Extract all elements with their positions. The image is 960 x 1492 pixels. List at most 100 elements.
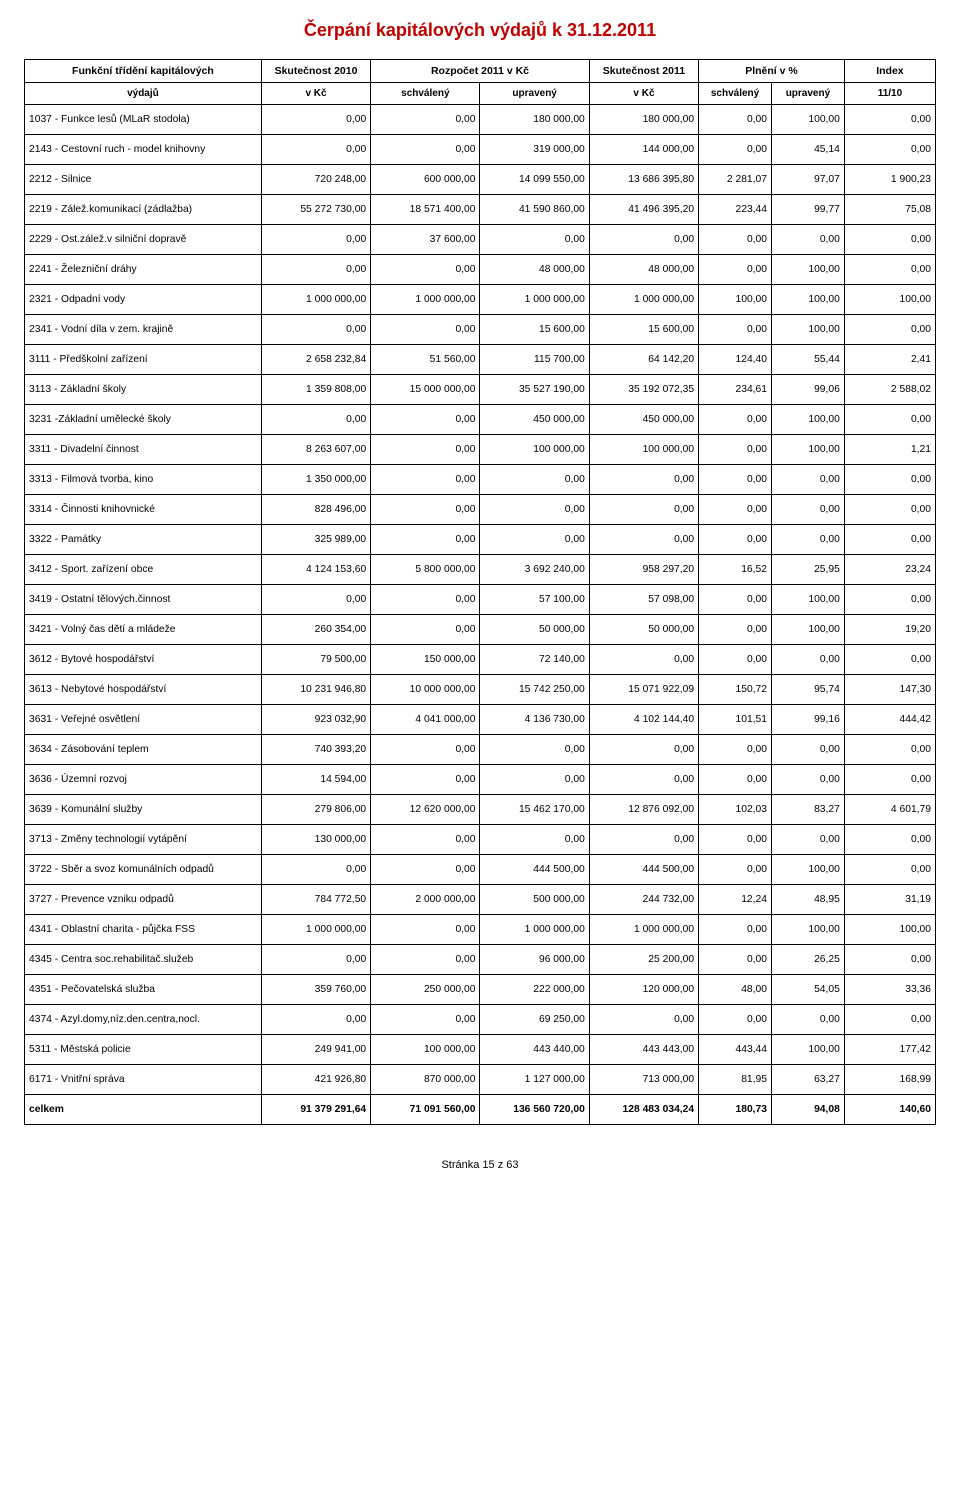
row-value: 0,00 xyxy=(771,735,844,765)
row-value: 0,00 xyxy=(844,1005,935,1035)
row-value: 0,00 xyxy=(771,495,844,525)
th-category-1: Funkční třídění kapitálových xyxy=(25,60,262,83)
row-value: 100,00 xyxy=(771,255,844,285)
row-value: 130 000,00 xyxy=(261,825,370,855)
row-value: 0,00 xyxy=(480,465,589,495)
table-row: 2212 - Silnice720 248,00600 000,0014 099… xyxy=(25,165,936,195)
row-value: 95,74 xyxy=(771,675,844,705)
row-value: 0,00 xyxy=(844,465,935,495)
row-value: 100,00 xyxy=(771,585,844,615)
row-value: 1 127 000,00 xyxy=(480,1065,589,1095)
row-value: 101,51 xyxy=(699,705,772,735)
row-value: 0,00 xyxy=(699,765,772,795)
row-value: 0,00 xyxy=(699,435,772,465)
row-value: 0,00 xyxy=(371,435,480,465)
row-value: 150 000,00 xyxy=(371,645,480,675)
row-value: 0,00 xyxy=(699,825,772,855)
row-value: 443 440,00 xyxy=(480,1035,589,1065)
row-value: 0,00 xyxy=(844,135,935,165)
row-value: 0,00 xyxy=(699,585,772,615)
th-skut2010-1: Skutečnost 2010 xyxy=(261,60,370,83)
row-value: 81,95 xyxy=(699,1065,772,1095)
row-label: 3419 - Ostatní tělových.činnost xyxy=(25,585,262,615)
row-value: 100,00 xyxy=(771,1035,844,1065)
row-label: 3713 - Změny technologií vytápění xyxy=(25,825,262,855)
table-row: 3727 - Prevence vzniku odpadů784 772,502… xyxy=(25,885,936,915)
row-value: 0,00 xyxy=(589,1005,698,1035)
row-value: 0,00 xyxy=(371,315,480,345)
row-value: 4 124 153,60 xyxy=(261,555,370,585)
row-value: 1 000 000,00 xyxy=(261,915,370,945)
row-value: 0,00 xyxy=(771,645,844,675)
row-value: 0,00 xyxy=(699,945,772,975)
row-label: 4341 - Oblastní charita - půjčka FSS xyxy=(25,915,262,945)
table-row: 3421 - Volný čas dětí a mládeže260 354,0… xyxy=(25,615,936,645)
row-value: 45,14 xyxy=(771,135,844,165)
row-value: 120 000,00 xyxy=(589,975,698,1005)
row-value: 115 700,00 xyxy=(480,345,589,375)
row-value: 0,00 xyxy=(261,1005,370,1035)
row-value: 100,00 xyxy=(771,855,844,885)
row-value: 3 692 240,00 xyxy=(480,555,589,585)
row-label: 4374 - Azyl.domy,níz.den.centra,nocl. xyxy=(25,1005,262,1035)
row-value: 57 100,00 xyxy=(480,585,589,615)
row-value: 0,00 xyxy=(480,225,589,255)
row-value: 2 281,07 xyxy=(699,165,772,195)
row-value: 0,00 xyxy=(371,855,480,885)
row-value: 319 000,00 xyxy=(480,135,589,165)
row-value: 2 658 232,84 xyxy=(261,345,370,375)
page-footer: Stránka 15 z 63 xyxy=(24,1159,936,1171)
row-value: 250 000,00 xyxy=(371,975,480,1005)
table-row: 3612 - Bytové hospodářství79 500,00150 0… xyxy=(25,645,936,675)
row-value: 0,00 xyxy=(261,945,370,975)
row-value: 0,00 xyxy=(371,255,480,285)
row-value: 2,41 xyxy=(844,345,935,375)
row-value: 249 941,00 xyxy=(261,1035,370,1065)
row-value: 124,40 xyxy=(699,345,772,375)
row-value: 0,00 xyxy=(844,105,935,135)
row-value: 1 350 000,00 xyxy=(261,465,370,495)
row-value: 100,00 xyxy=(771,615,844,645)
row-value: 10 000 000,00 xyxy=(371,675,480,705)
table-row: 2143 - Cestovní ruch - model knihovny0,0… xyxy=(25,135,936,165)
table-row: 6171 - Vnitřní správa421 926,80870 000,0… xyxy=(25,1065,936,1095)
row-value: 180 000,00 xyxy=(480,105,589,135)
row-value: 15 462 170,00 xyxy=(480,795,589,825)
row-value: 97,07 xyxy=(771,165,844,195)
row-value: 500 000,00 xyxy=(480,885,589,915)
row-value: 48,95 xyxy=(771,885,844,915)
row-value: 33,36 xyxy=(844,975,935,1005)
table-row: 3634 - Zásobování teplem740 393,200,000,… xyxy=(25,735,936,765)
row-value: 0,00 xyxy=(844,735,935,765)
table-row: 4351 - Pečovatelská služba359 760,00250 … xyxy=(25,975,936,1005)
table-row: 3636 - Územní rozvoj14 594,000,000,000,0… xyxy=(25,765,936,795)
row-label: 3314 - Činnosti knihovnické xyxy=(25,495,262,525)
table-row: 2219 - Zálež.komunikací (zádlažba)55 272… xyxy=(25,195,936,225)
row-value: 444,42 xyxy=(844,705,935,735)
row-value: 94,08 xyxy=(771,1095,844,1125)
row-value: 0,00 xyxy=(371,105,480,135)
row-value: 136 560 720,00 xyxy=(480,1095,589,1125)
row-value: 0,00 xyxy=(844,525,935,555)
row-value: 41 590 860,00 xyxy=(480,195,589,225)
row-value: 0,00 xyxy=(261,135,370,165)
row-value: 0,00 xyxy=(589,495,698,525)
table-row: 2229 - Ost.zálež.v silniční dopravě0,003… xyxy=(25,225,936,255)
row-value: 5 800 000,00 xyxy=(371,555,480,585)
row-value: 51 560,00 xyxy=(371,345,480,375)
row-value: 100,00 xyxy=(771,105,844,135)
row-value: 12,24 xyxy=(699,885,772,915)
table-row: 2241 - Železniční dráhy0,000,0048 000,00… xyxy=(25,255,936,285)
row-value: 443 443,00 xyxy=(589,1035,698,1065)
row-value: 0,00 xyxy=(480,525,589,555)
row-value: 100 000,00 xyxy=(371,1035,480,1065)
row-value: 41 496 395,20 xyxy=(589,195,698,225)
row-value: 4 601,79 xyxy=(844,795,935,825)
row-value: 444 500,00 xyxy=(589,855,698,885)
row-value: 359 760,00 xyxy=(261,975,370,1005)
row-value: 100,00 xyxy=(771,915,844,945)
row-value: 100,00 xyxy=(771,435,844,465)
row-label: 6171 - Vnitřní správa xyxy=(25,1065,262,1095)
row-value: 128 483 034,24 xyxy=(589,1095,698,1125)
th-upraveny: upravený xyxy=(480,83,589,105)
